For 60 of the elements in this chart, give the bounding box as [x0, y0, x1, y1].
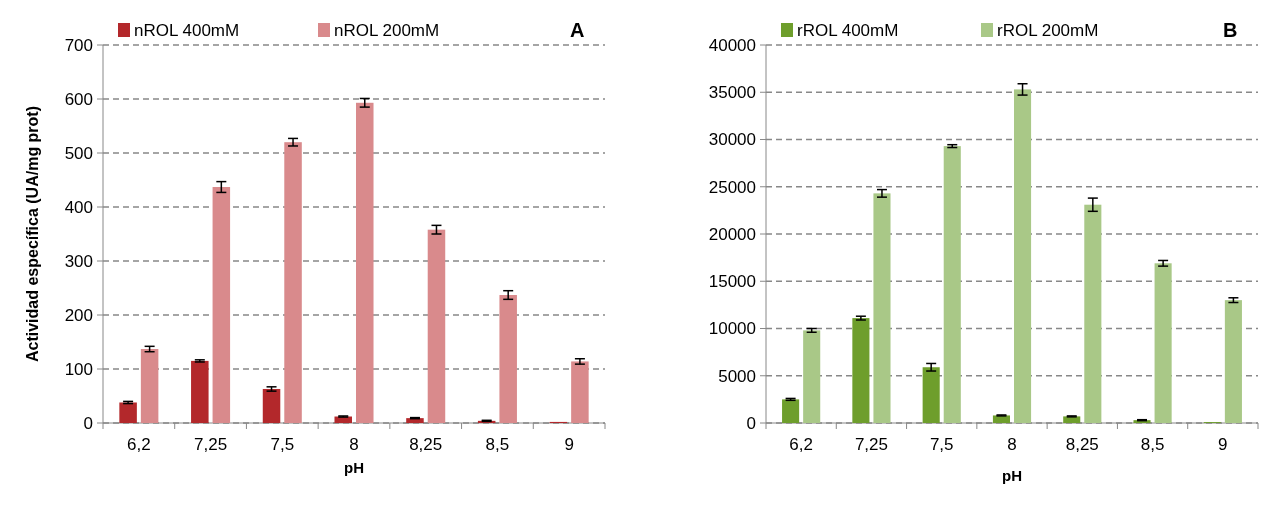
bar [852, 318, 870, 423]
bar [922, 367, 940, 423]
bar [571, 361, 589, 423]
text: B [1223, 19, 1238, 41]
legend-label: nROL 200mM [334, 20, 440, 40]
bar [191, 360, 209, 423]
bar [356, 102, 374, 423]
bar [262, 388, 281, 423]
y-tick-label: 0 [746, 413, 756, 433]
bar [1014, 89, 1032, 423]
y-tick-label: 20000 [708, 224, 756, 244]
y-tick-label: 25000 [708, 177, 756, 197]
legend-label: nROL 400mM [134, 20, 240, 40]
bar [782, 399, 800, 423]
bar [284, 142, 302, 423]
legend-label: rROL 200mM [997, 20, 1099, 40]
y-tick-label: 40000 [708, 35, 756, 55]
bar [943, 146, 961, 423]
y-tick-label: 400 [64, 197, 93, 217]
y-axis-title: Actividad específica (UA/mg prot) [24, 105, 41, 363]
y-tick-label: 35000 [708, 83, 756, 103]
x-tick-label: 8,25 [409, 435, 443, 454]
bar [119, 402, 137, 423]
text: A [570, 19, 585, 41]
y-tick-label: 600 [64, 89, 93, 109]
bar [140, 349, 159, 423]
x-tick-label: 9 [564, 435, 574, 454]
x-tick-label: 6,2 [127, 435, 151, 454]
y-tick-label: 30000 [708, 130, 756, 150]
y-tick-label: 100 [64, 359, 93, 379]
y-tick-label: 700 [64, 35, 93, 55]
bar [873, 193, 891, 423]
bar [212, 187, 231, 423]
x-tick-label: 8 [1007, 435, 1017, 454]
x-tick-label: 7,25 [854, 435, 888, 454]
y-tick-label: 300 [64, 251, 93, 271]
x-tick-label: 8,25 [1065, 435, 1099, 454]
x-tick-label: 8,5 [485, 435, 510, 454]
y-tick-label: 200 [64, 305, 93, 325]
x-tick-label: 8,5 [1140, 435, 1165, 454]
y-tick-label: 10000 [708, 319, 756, 339]
x-axis-title: pH [344, 459, 364, 476]
bar [427, 229, 446, 423]
y-tick-label: 500 [64, 143, 93, 163]
y-tick-label: 0 [83, 413, 93, 433]
y-tick-label: 5000 [718, 366, 756, 386]
bar [1154, 263, 1172, 423]
bar [1224, 300, 1242, 423]
x-tick-label: 9 [1218, 435, 1228, 454]
x-tick-label: 6,2 [789, 435, 813, 454]
x-tick-label: 8 [349, 435, 359, 454]
x-axis-title: pH [1002, 467, 1022, 484]
y-tick-label: 15000 [708, 272, 756, 292]
legend-label: rROL 400mM [797, 20, 899, 40]
x-tick-label: 7,25 [194, 435, 228, 454]
bar [1084, 204, 1102, 423]
bar [499, 295, 517, 423]
bar [803, 330, 821, 423]
x-tick-label: 7,5 [929, 435, 954, 454]
x-tick-label: 7,5 [270, 435, 295, 454]
